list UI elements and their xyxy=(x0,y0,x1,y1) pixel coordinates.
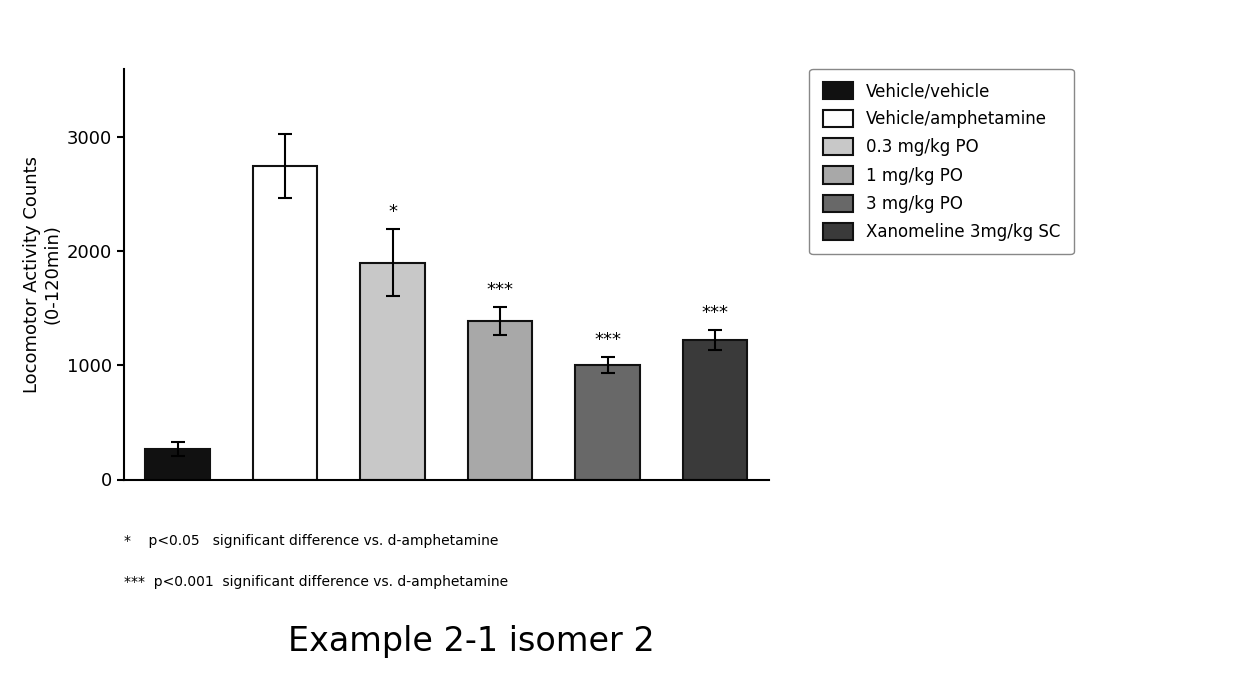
Text: Example 2-1 isomer 2: Example 2-1 isomer 2 xyxy=(288,625,655,658)
Bar xyxy=(145,449,210,479)
Text: ***: *** xyxy=(594,332,621,349)
Bar xyxy=(467,321,532,480)
Text: *: * xyxy=(388,203,397,221)
Bar xyxy=(575,365,640,480)
Bar xyxy=(683,340,748,480)
Text: ***: *** xyxy=(486,281,513,299)
Text: *    p<0.05   significant difference vs. d-amphetamine: * p<0.05 significant difference vs. d-am… xyxy=(124,534,498,548)
Text: ***  p<0.001  significant difference vs. d-amphetamine: *** p<0.001 significant difference vs. d… xyxy=(124,575,508,589)
Bar xyxy=(253,166,317,479)
Bar xyxy=(361,262,425,480)
Legend: Vehicle/vehicle, Vehicle/amphetamine, 0.3 mg/kg PO, 1 mg/kg PO, 3 mg/kg PO, Xano: Vehicle/vehicle, Vehicle/amphetamine, 0.… xyxy=(810,68,1074,254)
Text: ***: *** xyxy=(702,304,729,322)
Y-axis label: Locomotor Activity Counts
(0-120min): Locomotor Activity Counts (0-120min) xyxy=(22,155,62,393)
